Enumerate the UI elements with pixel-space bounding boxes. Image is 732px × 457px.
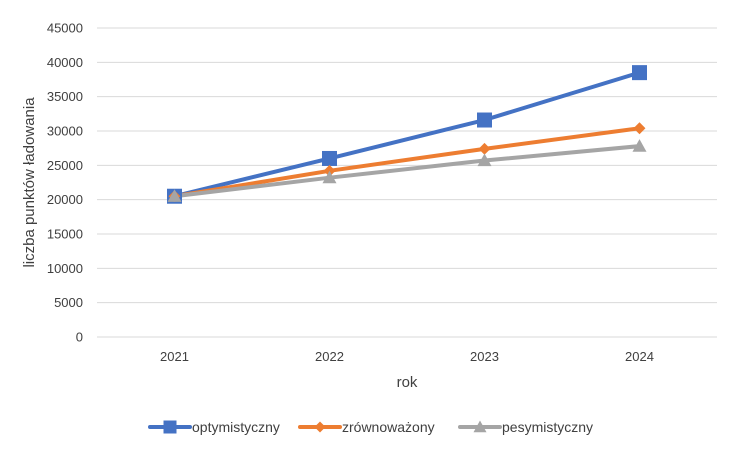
data-point-zrownowazony — [633, 122, 646, 135]
series-lines — [172, 70, 642, 199]
data-point-pesymistyczny — [167, 189, 182, 202]
legend-marker-pesymistyczny — [473, 420, 487, 433]
legend: optymistyczny zrównoważony pesymistyczny — [148, 419, 593, 435]
legend-label-optymistyczny: optymistyczny — [192, 419, 280, 435]
y-tick-label: 20000 — [47, 192, 83, 207]
y-tick-label: 10000 — [47, 261, 83, 276]
legend-marker-optymistyczny — [163, 420, 177, 434]
y-axis-ticks: 0 5000 10000 15000 20000 25000 30000 35000 40000… — [47, 21, 83, 345]
series-line-optymistyczny — [172, 70, 642, 199]
x-tick-label: 2023 — [470, 349, 499, 364]
legend-marker-zrownowazony — [314, 421, 326, 433]
legend-item-optymistyczny: optymistyczny — [148, 419, 280, 435]
x-tick-label: 2024 — [625, 349, 654, 364]
data-point-optymistyczny — [632, 65, 647, 81]
y-tick-label: 5000 — [54, 295, 83, 310]
y-tick-label: 45000 — [47, 21, 83, 36]
x-axis-ticks: 2021 2022 2023 2024 — [160, 349, 654, 364]
y-tick-label: 25000 — [47, 158, 83, 173]
legend-item-pesymistyczny: pesymistyczny — [458, 419, 593, 435]
y-tick-label: 15000 — [47, 227, 83, 242]
y-tick-label: 30000 — [47, 124, 83, 139]
data-point-pesymistyczny — [322, 170, 337, 184]
data-point-pesymistyczny — [632, 139, 647, 152]
y-axis-title: liczba punktów ładowania — [21, 97, 38, 268]
legend-label-zrownowazony: zrównoważony — [342, 419, 435, 435]
legend-label-pesymistyczny: pesymistyczny — [502, 419, 593, 435]
series-markers — [167, 65, 647, 204]
series-line-pesymistyczny — [172, 144, 642, 199]
gridlines — [97, 27, 717, 338]
x-axis-title: rok — [397, 374, 418, 391]
x-tick-label: 2021 — [160, 349, 189, 364]
data-point-optymistyczny — [477, 112, 492, 128]
data-point-zrownowazony — [478, 142, 491, 155]
data-point-optymistyczny — [322, 150, 337, 166]
data-point-pesymistyczny — [477, 153, 492, 167]
y-tick-label: 40000 — [47, 55, 83, 70]
y-tick-label: 0 — [76, 330, 83, 345]
legend-item-zrownowazony: zrównoważony — [298, 419, 435, 435]
y-tick-label: 35000 — [47, 89, 83, 104]
series-line-zrownowazony — [172, 126, 642, 199]
x-tick-label: 2022 — [315, 349, 344, 364]
